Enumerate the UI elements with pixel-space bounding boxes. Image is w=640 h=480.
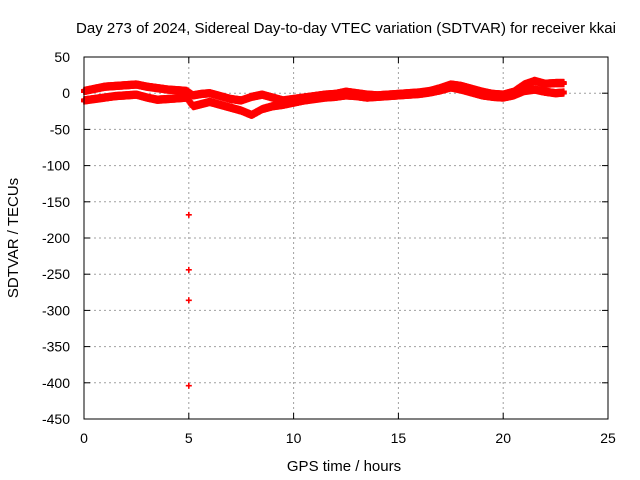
- x-tick-label: 5: [185, 430, 193, 446]
- x-tick-label: 0: [80, 430, 88, 446]
- x-tick-label: 20: [495, 430, 511, 446]
- x-tick-label: 25: [600, 430, 616, 446]
- x-tick-label: 10: [286, 430, 302, 446]
- y-tick-label: -300: [42, 302, 70, 318]
- y-tick-label: -350: [42, 339, 70, 355]
- data-point: [560, 90, 567, 97]
- y-tick-label: 0: [62, 85, 70, 101]
- data-point: [185, 297, 192, 304]
- y-tick-label: -100: [42, 158, 70, 174]
- data-point: [185, 266, 192, 273]
- y-tick-label: -250: [42, 266, 70, 282]
- y-tick-label: -450: [42, 411, 70, 427]
- x-axis-label: GPS time / hours: [287, 458, 401, 475]
- y-tick-label: 50: [54, 49, 70, 65]
- y-tick-label: -50: [50, 121, 70, 137]
- y-tick-label: -400: [42, 375, 70, 391]
- data-points: [81, 76, 567, 389]
- data-point: [560, 81, 567, 88]
- tick-labels: 0 5 10 15 20 25 50 0 -50 -100 -150 -200 -250 -300 -350…: [42, 49, 616, 446]
- y-tick-label: -150: [42, 194, 70, 210]
- y-axis-label: SDTVAR / TECUs: [5, 178, 22, 298]
- chart-title: Day 273 of 2024, Sidereal Day-to-day VTE…: [76, 20, 616, 37]
- y-tick-label: -200: [42, 230, 70, 246]
- data-point: [185, 211, 192, 218]
- data-point: [185, 382, 192, 389]
- plot-frame: [83, 56, 609, 420]
- x-tick-label: 15: [391, 430, 407, 446]
